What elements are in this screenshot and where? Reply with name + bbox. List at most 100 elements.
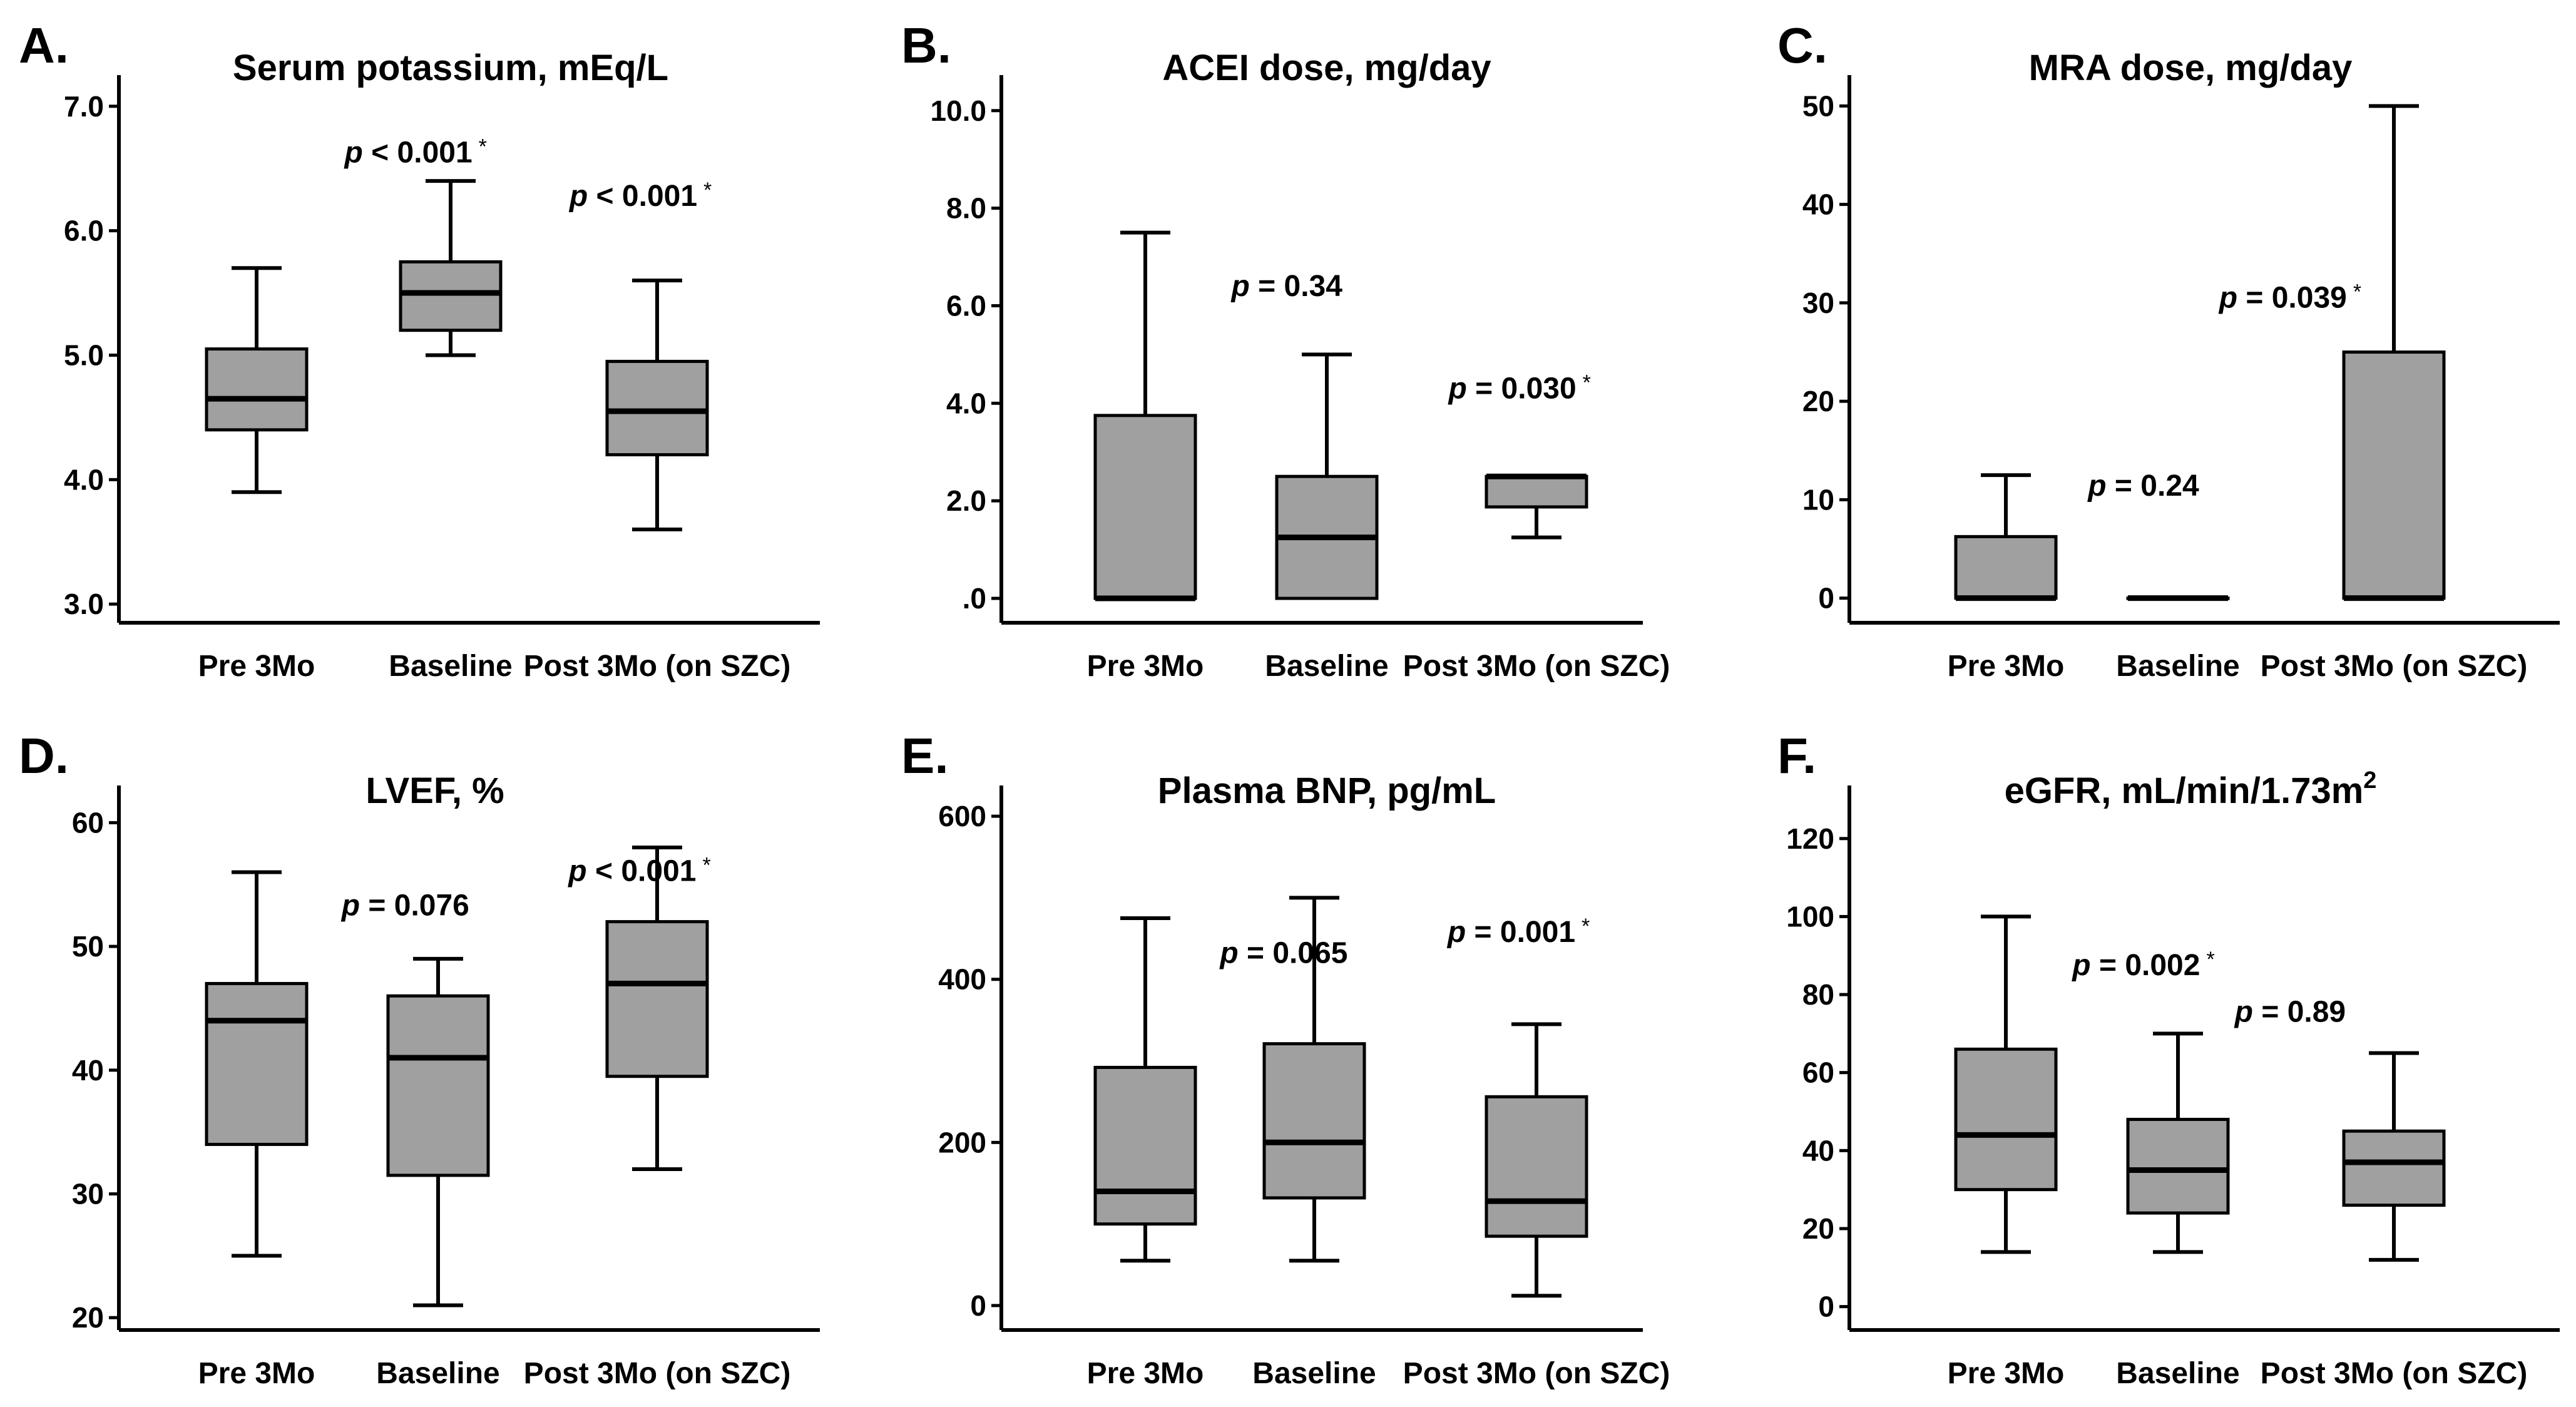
y-tick-label: 60 <box>72 806 104 839</box>
box-baseline <box>2126 1031 2230 1254</box>
y-tick-label: 60 <box>1802 1057 1834 1089</box>
y-tick-label: 0 <box>970 1289 986 1322</box>
panel-title-text: MRA dose, mg/day <box>2029 48 2353 88</box>
p-symbol: p <box>567 854 586 888</box>
box-pre-3mo <box>1093 230 1197 601</box>
p-value-text: = 0.001 <box>1466 916 1575 949</box>
p-value-text: = 0.24 <box>2107 469 2199 503</box>
p-value-annotation: p < 0.001 * <box>344 135 487 169</box>
iqr-box <box>399 260 503 332</box>
y-tick-label: 6.0 <box>64 215 104 247</box>
p-symbol: p <box>568 180 588 213</box>
y-tick-label: 7.0 <box>64 90 104 123</box>
y-tick-label: 50 <box>1802 90 1834 122</box>
significance-star: * <box>702 853 710 877</box>
y-tick-label: 20 <box>1802 385 1834 417</box>
y-tick-label: 10.0 <box>930 95 986 127</box>
panel-letter: F. <box>1777 728 1816 784</box>
p-value-text: = 0.065 <box>1239 937 1348 970</box>
x-category-label: Post 3Mo (on SZC) <box>2261 650 2528 683</box>
panel-title-text: Plasma BNP, pg/mL <box>1158 770 1496 811</box>
box-pre-3mo <box>205 870 309 1258</box>
p-value-text: = 0.002 <box>2091 949 2200 982</box>
box-pre-3mo <box>205 266 309 494</box>
panel-letter: E. <box>901 728 949 784</box>
p-symbol: p <box>2087 469 2106 503</box>
y-tick-label: 4.0 <box>946 387 986 419</box>
y-tick-label: 80 <box>1802 978 1834 1011</box>
box-baseline <box>386 956 490 1307</box>
iqr-box <box>1093 414 1197 600</box>
box-baseline <box>1275 352 1379 600</box>
y-tick-label: 30 <box>72 1178 104 1210</box>
y-tick-label: 400 <box>938 963 986 996</box>
p-value-annotation: p = 0.002 * <box>2071 948 2214 982</box>
p-symbol: p <box>1219 937 1238 970</box>
p-value-text: = 0.076 <box>360 889 469 923</box>
iqr-box <box>386 994 490 1177</box>
iqr-box <box>2342 1129 2446 1207</box>
panel-letter: D. <box>19 728 69 784</box>
box-post-3mo-on-szc- <box>2342 1051 2446 1262</box>
panel-title-text: ACEI dose, mg/day <box>1162 48 1491 88</box>
iqr-box <box>205 347 309 432</box>
panel-title: ACEI dose, mg/day <box>1162 48 1491 88</box>
panel-d: D. LVEF, % 20 30 40 50 60 Pre 3Mo Baseline Post 3… <box>19 728 820 1390</box>
box-post-3mo-on-szc- <box>1485 473 1588 540</box>
y-tick-label: 50 <box>72 930 104 963</box>
p-symbol: p <box>1446 916 1466 949</box>
x-category-label: Baseline <box>1252 1357 1376 1390</box>
panel-a: A. Serum potassium, mEq/L 3.0 4.0 5.0 6.0 7.0 P… <box>19 18 820 683</box>
p-value-annotation: p < 0.001 * <box>568 178 712 213</box>
p-value-annotation: p = 0.039 * <box>2218 280 2361 315</box>
panel-title-text: eGFR, mL/min/1.73m <box>2005 770 2364 811</box>
p-symbol: p <box>2071 949 2090 982</box>
p-value-annotation: p = 0.89 <box>2234 996 2346 1029</box>
iqr-box <box>1093 1065 1197 1226</box>
box-baseline <box>2126 595 2230 601</box>
x-category-label: Pre 3Mo <box>1087 650 1204 683</box>
x-category-label: Pre 3Mo <box>198 650 315 683</box>
panel-c: C. MRA dose, mg/day 0 10 20 30 40 50 Pre 3Mo Base… <box>1777 18 2560 683</box>
y-tick-label: 8.0 <box>946 192 986 225</box>
p-symbol: p <box>1230 270 1249 303</box>
y-tick-label: 4.0 <box>64 463 104 496</box>
p-value-annotation: p = 0.076 <box>340 889 469 923</box>
panel-letter: C. <box>1777 18 1827 73</box>
box-post-3mo-on-szc- <box>605 279 709 531</box>
significance-star: * <box>1582 914 1590 938</box>
p-symbol: p <box>2218 282 2237 315</box>
panel-title: eGFR, mL/min/1.73m2 <box>2005 767 2377 811</box>
y-tick-label: 100 <box>1786 900 1834 933</box>
y-tick-label: 120 <box>1786 822 1834 855</box>
y-tick-label: 40 <box>1802 188 1834 221</box>
x-category-label: Post 3Mo (on SZC) <box>524 650 791 683</box>
panel-letter: B. <box>901 18 951 73</box>
p-value-text: = 0.89 <box>2253 996 2346 1029</box>
y-tick-label: 30 <box>1802 287 1834 319</box>
panel-title: Plasma BNP, pg/mL <box>1158 770 1496 811</box>
y-tick-label: 40 <box>1802 1134 1834 1167</box>
iqr-box <box>2126 1117 2230 1215</box>
p-value-text: = 0.039 <box>2237 282 2347 315</box>
p-value-text: = 0.030 <box>1467 372 1577 406</box>
significance-star: * <box>1583 371 1591 395</box>
panel-letter: A. <box>19 18 69 73</box>
x-category-label: Baseline <box>1265 650 1388 683</box>
box-post-3mo-on-szc- <box>605 845 709 1171</box>
box-post-3mo-on-szc- <box>1485 1022 1588 1298</box>
p-value-text: < 0.001 <box>588 180 697 213</box>
y-tick-label: 10 <box>1802 483 1834 516</box>
y-tick-label: 2.0 <box>946 484 986 517</box>
x-category-label: Pre 3Mo <box>1948 1357 2065 1390</box>
iqr-box <box>605 359 709 457</box>
panel-title-superscript: 2 <box>2363 767 2376 794</box>
box-baseline <box>399 179 503 357</box>
significance-star: * <box>2353 280 2361 304</box>
iqr-box <box>205 981 309 1146</box>
iqr-box <box>605 920 709 1078</box>
x-category-label: Post 3Mo (on SZC) <box>1403 650 1670 683</box>
y-tick-label: 20 <box>72 1301 104 1334</box>
panel-title: Serum potassium, mEq/L <box>233 48 668 88</box>
